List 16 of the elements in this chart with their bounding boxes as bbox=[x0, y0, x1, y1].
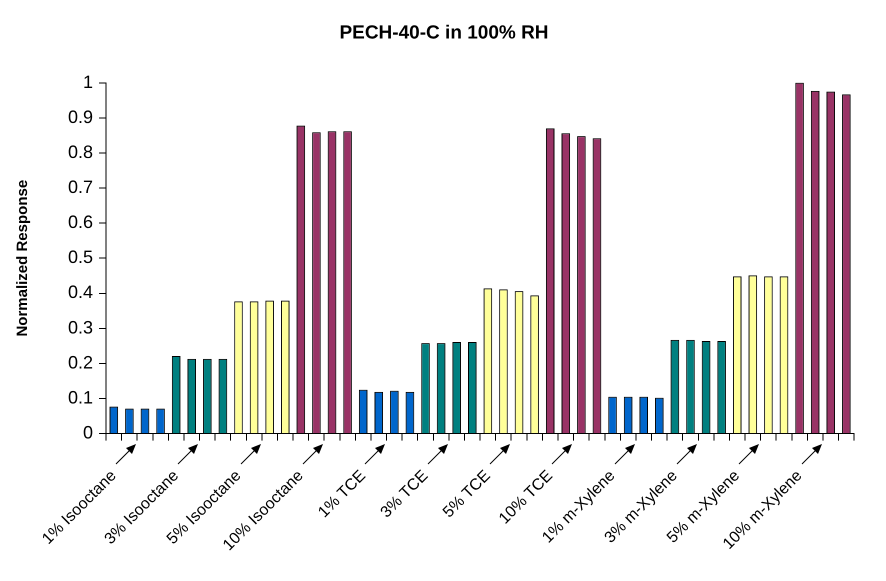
y-tick-label: 1 bbox=[83, 72, 94, 92]
y-tick-label: 0.2 bbox=[68, 352, 94, 372]
x-tick-label: 3% TCE bbox=[378, 467, 432, 522]
y-tick-label: 0.1 bbox=[68, 387, 94, 408]
x-tick-label: 5% TCE bbox=[440, 467, 494, 522]
y-tick-label: 0.7 bbox=[68, 177, 94, 197]
chart-title: PECH-40-C in 100% RH bbox=[339, 22, 549, 44]
y-tick-label: 0.3 bbox=[68, 317, 94, 338]
y-tick-label: 0 bbox=[83, 422, 94, 443]
y-tick-label: 0.8 bbox=[68, 142, 94, 162]
y-tick-label: 0.4 bbox=[68, 282, 94, 302]
y-tick-label: 0.9 bbox=[68, 106, 94, 127]
y-tick-label: 0.6 bbox=[68, 212, 94, 232]
y-tick-label: 0.5 bbox=[68, 247, 94, 268]
x-tick-label: 1% TCE bbox=[315, 467, 370, 522]
y-axis-title: Normalized Response bbox=[14, 180, 32, 337]
